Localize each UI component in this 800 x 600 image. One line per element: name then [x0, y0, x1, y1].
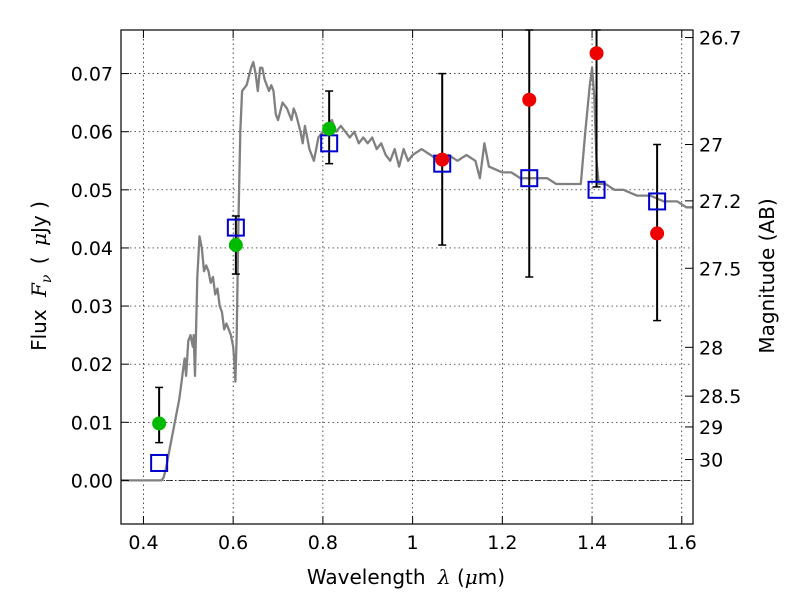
limit-point	[522, 92, 537, 107]
x-axis-label: Wavelength λ (μm)	[307, 565, 505, 589]
y-tick-label: 0.06	[71, 122, 113, 144]
x-tick-label: 0.4	[128, 532, 158, 554]
x-tick-label: 0.8	[308, 532, 338, 554]
y-tick-label: 0.05	[71, 180, 113, 202]
x-tick-label: 1.6	[667, 532, 697, 554]
mag-tick-label: 30	[699, 449, 723, 471]
detection-point	[322, 121, 337, 136]
model-band-marker	[648, 192, 667, 211]
model-band-marker	[587, 180, 606, 199]
plot-frame	[120, 29, 694, 525]
mag-tick-label: 27.2	[699, 191, 741, 213]
mag-tick-label: 28	[699, 337, 723, 359]
model-band-marker	[226, 218, 245, 237]
model-band-marker	[520, 169, 539, 188]
mag-tick-label: 29	[699, 417, 723, 439]
limit-point	[435, 152, 450, 167]
y-tick-label: 0.07	[71, 64, 113, 86]
limit-point	[589, 46, 604, 61]
y-tick-label: 0.04	[71, 238, 113, 260]
x-tick-label: 1.4	[577, 532, 607, 554]
x-tick-label: 1.2	[487, 532, 517, 554]
mag-tick-label: 26.7	[699, 28, 741, 50]
y-tick-label: 0.02	[71, 354, 113, 376]
x-tick-label: 1	[407, 532, 419, 554]
plot-area	[121, 30, 693, 524]
x-tick-label: 0.6	[218, 532, 248, 554]
detection-point	[152, 416, 167, 431]
y-tick-label: 0.03	[71, 296, 113, 318]
model-band-marker	[150, 453, 169, 472]
y-tick-label: 0.01	[71, 412, 113, 434]
y-axis-label: Flux Fν ( μJy )	[27, 201, 55, 351]
y2-axis-label: Magnitude (AB)	[755, 198, 779, 353]
limit-point	[650, 226, 665, 241]
mag-tick-label: 27.5	[699, 258, 741, 280]
y-tick-label: 0.00	[71, 470, 113, 492]
mag-tick-label: 27	[699, 134, 723, 156]
mag-tick-label: 28.5	[699, 386, 741, 408]
axes-layer: 0.4 0.6 0.8 1 1.2 1.4 1.6 0.00 0.01 0.02 0.03 0.04 0…	[71, 28, 742, 554]
detection-point	[228, 238, 243, 253]
